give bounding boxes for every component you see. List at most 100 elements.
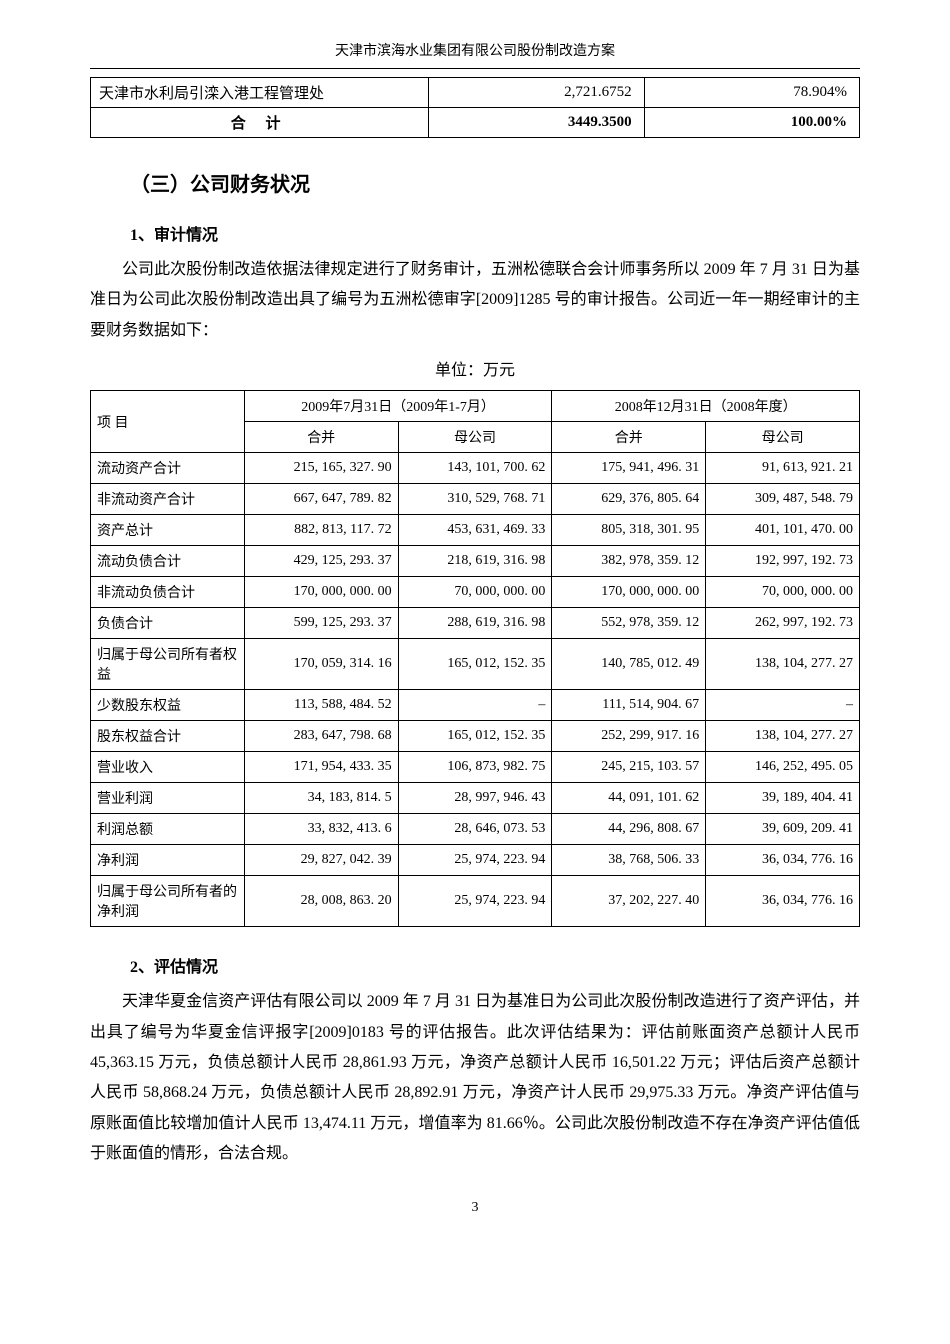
cell-value: 70, 000, 000. 00 bbox=[398, 577, 552, 608]
table-row: 资产总计882, 813, 117. 72453, 631, 469. 3380… bbox=[91, 515, 860, 546]
cell-value: 262, 997, 192. 73 bbox=[706, 608, 860, 639]
cell-value: 138, 104, 277. 27 bbox=[706, 721, 860, 752]
cell-value: 140, 785, 012. 49 bbox=[552, 639, 706, 690]
subsection-2-heading: 2、评估情况 bbox=[130, 953, 860, 977]
cell-value: 28, 008, 863. 20 bbox=[244, 876, 398, 927]
row-label: 非流动负债合计 bbox=[91, 577, 245, 608]
doc-header-title: 天津市滨海水业集团有限公司股份制改造方案 bbox=[90, 40, 860, 60]
cell-value: 170, 059, 314. 16 bbox=[244, 639, 398, 690]
cell-value: 36, 034, 776. 16 bbox=[706, 845, 860, 876]
cell-value: 882, 813, 117. 72 bbox=[244, 515, 398, 546]
cell-value: 288, 619, 316. 98 bbox=[398, 608, 552, 639]
col-parent-1: 母公司 bbox=[398, 422, 552, 453]
cell-value: 401, 101, 470. 00 bbox=[706, 515, 860, 546]
table-row: 非流动资产合计667, 647, 789. 82310, 529, 768. 7… bbox=[91, 484, 860, 515]
cell-value: 37, 202, 227. 40 bbox=[552, 876, 706, 927]
cell-value: 171, 954, 433. 35 bbox=[244, 752, 398, 783]
cell-value: 113, 588, 484. 52 bbox=[244, 690, 398, 721]
cell-value: 429, 125, 293. 37 bbox=[244, 546, 398, 577]
row-label: 流动负债合计 bbox=[91, 546, 245, 577]
table-row: 流动负债合计429, 125, 293. 37218, 619, 316. 98… bbox=[91, 546, 860, 577]
cell-value: 33, 832, 413. 6 bbox=[244, 814, 398, 845]
table-total-row: 合 计 3449.3500 100.00% bbox=[91, 108, 860, 138]
cell-value: 91, 613, 921. 21 bbox=[706, 453, 860, 484]
table-row: 归属于母公司所有者权益170, 059, 314. 16165, 012, 15… bbox=[91, 639, 860, 690]
table-row: 营业利润34, 183, 814. 528, 997, 946. 4344, 0… bbox=[91, 783, 860, 814]
row-label: 股东权益合计 bbox=[91, 721, 245, 752]
table-row: 归属于母公司所有者的净利润28, 008, 863. 2025, 974, 22… bbox=[91, 876, 860, 927]
shareholder-table: 天津市水利局引滦入港工程管理处 2,721.6752 78.904% 合 计 3… bbox=[90, 77, 860, 138]
row-label: 流动资产合计 bbox=[91, 453, 245, 484]
cell-value: 44, 296, 808. 67 bbox=[552, 814, 706, 845]
cell-value: 38, 768, 506. 33 bbox=[552, 845, 706, 876]
table-header-row-1: 项 目 2009年7月31日（2009年1-7月） 2008年12月31日（20… bbox=[91, 391, 860, 422]
cell-value: 192, 997, 192. 73 bbox=[706, 546, 860, 577]
cell-value: 552, 978, 359. 12 bbox=[552, 608, 706, 639]
cell-value: 170, 000, 000. 00 bbox=[552, 577, 706, 608]
cell-value: 44, 091, 101. 62 bbox=[552, 783, 706, 814]
cell-value: 599, 125, 293. 37 bbox=[244, 608, 398, 639]
cell-value: – bbox=[706, 690, 860, 721]
total-value: 3449.3500 bbox=[429, 108, 644, 138]
col-parent-2: 母公司 bbox=[706, 422, 860, 453]
page: 天津市滨海水业集团有限公司股份制改造方案 天津市水利局引滦入港工程管理处 2,7… bbox=[0, 0, 950, 1246]
audit-paragraph: 公司此次股份制改造依据法律规定进行了财务审计，五洲松德联合会计师事务所以 200… bbox=[90, 255, 860, 346]
cell-value: – bbox=[398, 690, 552, 721]
cell-value: 309, 487, 548. 79 bbox=[706, 484, 860, 515]
row-label: 非流动资产合计 bbox=[91, 484, 245, 515]
col-consolidated-2: 合并 bbox=[552, 422, 706, 453]
cell-value: 453, 631, 469. 33 bbox=[398, 515, 552, 546]
cell-value: 39, 189, 404. 41 bbox=[706, 783, 860, 814]
row-label: 少数股东权益 bbox=[91, 690, 245, 721]
row-label: 利润总额 bbox=[91, 814, 245, 845]
col-period-2: 2008年12月31日（2008年度） bbox=[552, 391, 860, 422]
cell-value: 218, 619, 316. 98 bbox=[398, 546, 552, 577]
table-row: 利润总额33, 832, 413. 628, 646, 073. 5344, 2… bbox=[91, 814, 860, 845]
cell-value: 138, 104, 277. 27 bbox=[706, 639, 860, 690]
financial-table: 项 目 2009年7月31日（2009年1-7月） 2008年12月31日（20… bbox=[90, 390, 860, 927]
total-label: 合 计 bbox=[91, 108, 429, 138]
row-label: 资产总计 bbox=[91, 515, 245, 546]
table-row: 营业收入171, 954, 433. 35106, 873, 982. 7524… bbox=[91, 752, 860, 783]
cell-value: 667, 647, 789. 82 bbox=[244, 484, 398, 515]
cell-value: 28, 646, 073. 53 bbox=[398, 814, 552, 845]
shareholder-percent: 78.904% bbox=[644, 78, 859, 108]
cell-value: 245, 215, 103. 57 bbox=[552, 752, 706, 783]
table-row: 流动资产合计215, 165, 327. 90143, 101, 700. 62… bbox=[91, 453, 860, 484]
col-consolidated-1: 合并 bbox=[244, 422, 398, 453]
row-label: 归属于母公司所有者的净利润 bbox=[91, 876, 245, 927]
header-divider bbox=[90, 68, 860, 69]
row-label: 负债合计 bbox=[91, 608, 245, 639]
cell-value: 25, 974, 223. 94 bbox=[398, 845, 552, 876]
col-period-1: 2009年7月31日（2009年1-7月） bbox=[244, 391, 552, 422]
table-row: 少数股东权益113, 588, 484. 52–111, 514, 904. 6… bbox=[91, 690, 860, 721]
cell-value: 170, 000, 000. 00 bbox=[244, 577, 398, 608]
row-label: 营业收入 bbox=[91, 752, 245, 783]
cell-value: 111, 514, 904. 67 bbox=[552, 690, 706, 721]
row-label: 营业利润 bbox=[91, 783, 245, 814]
cell-value: 629, 376, 805. 64 bbox=[552, 484, 706, 515]
row-label: 净利润 bbox=[91, 845, 245, 876]
unit-label: 单位：万元 bbox=[90, 356, 860, 380]
row-label: 归属于母公司所有者权益 bbox=[91, 639, 245, 690]
cell-value: 34, 183, 814. 5 bbox=[244, 783, 398, 814]
cell-value: 215, 165, 327. 90 bbox=[244, 453, 398, 484]
shareholder-value: 2,721.6752 bbox=[429, 78, 644, 108]
cell-value: 70, 000, 000. 00 bbox=[706, 577, 860, 608]
table-row: 天津市水利局引滦入港工程管理处 2,721.6752 78.904% bbox=[91, 78, 860, 108]
shareholder-name: 天津市水利局引滦入港工程管理处 bbox=[91, 78, 429, 108]
cell-value: 39, 609, 209. 41 bbox=[706, 814, 860, 845]
table-row: 非流动负债合计170, 000, 000. 0070, 000, 000. 00… bbox=[91, 577, 860, 608]
subsection-1-heading: 1、审计情况 bbox=[130, 221, 860, 245]
cell-value: 805, 318, 301. 95 bbox=[552, 515, 706, 546]
table-row: 净利润29, 827, 042. 3925, 974, 223. 9438, 7… bbox=[91, 845, 860, 876]
cell-value: 283, 647, 798. 68 bbox=[244, 721, 398, 752]
total-percent: 100.00% bbox=[644, 108, 859, 138]
cell-value: 28, 997, 946. 43 bbox=[398, 783, 552, 814]
col-item: 项 目 bbox=[91, 391, 245, 453]
table-row: 负债合计599, 125, 293. 37288, 619, 316. 9855… bbox=[91, 608, 860, 639]
cell-value: 382, 978, 359. 12 bbox=[552, 546, 706, 577]
cell-value: 143, 101, 700. 62 bbox=[398, 453, 552, 484]
cell-value: 175, 941, 496. 31 bbox=[552, 453, 706, 484]
cell-value: 146, 252, 495. 05 bbox=[706, 752, 860, 783]
